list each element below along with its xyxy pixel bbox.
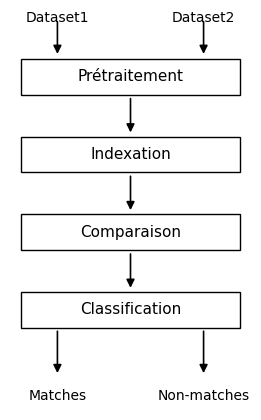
Text: Comparaison: Comparaison (80, 225, 181, 239)
Text: Indexation: Indexation (90, 147, 171, 162)
FancyBboxPatch shape (21, 59, 240, 94)
FancyBboxPatch shape (21, 136, 240, 172)
Text: Prétraitement: Prétraitement (78, 69, 183, 84)
Text: Dataset2: Dataset2 (172, 10, 235, 24)
FancyBboxPatch shape (21, 214, 240, 250)
Text: Classification: Classification (80, 302, 181, 317)
Text: Matches: Matches (28, 389, 86, 403)
Text: Dataset1: Dataset1 (26, 10, 89, 24)
Text: Non-matches: Non-matches (158, 389, 250, 403)
FancyBboxPatch shape (21, 292, 240, 328)
